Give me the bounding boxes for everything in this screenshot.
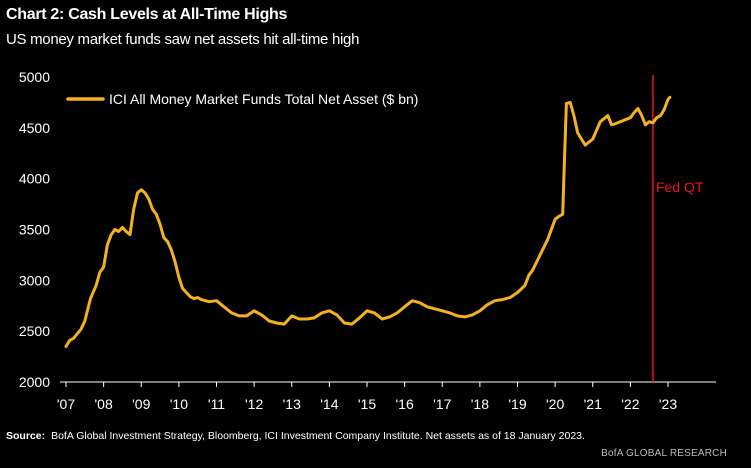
y-tick-label: 3000	[19, 272, 50, 288]
x-tick-label: '08	[95, 396, 113, 412]
x-tick-label: '22	[621, 396, 639, 412]
legend-label: ICI All Money Market Funds Total Net Ass…	[109, 91, 418, 107]
chart-subtitle: US money market funds saw net assets hit…	[6, 31, 360, 48]
fed-qt-label: Fed QT	[656, 179, 704, 195]
source-label: Source:	[6, 430, 46, 442]
x-tick-label: '14	[320, 396, 338, 412]
x-tick-label: '16	[396, 396, 414, 412]
chart-title: Chart 2: Cash Levels at All-Time Highs	[6, 6, 288, 23]
x-tick-label: '11	[208, 396, 225, 412]
y-tick-label: 2000	[19, 374, 50, 390]
series-line	[64, 95, 672, 348]
source-text: BofA Global Investment Strategy, Bloombe…	[51, 430, 585, 442]
x-tick-label: '17	[433, 396, 451, 412]
x-tick-label: '23	[659, 396, 677, 412]
y-tick-label: 4500	[19, 120, 50, 136]
y-tick-label: 5000	[19, 69, 50, 85]
source-note: Source: BofA Global Investment Strategy, …	[6, 430, 585, 442]
x-tick-label: '18	[471, 396, 489, 412]
y-tick-label: 4000	[19, 171, 50, 187]
y-tick-label: 2500	[19, 323, 50, 339]
brand-footer: BofA GLOBAL RESEARCH	[601, 448, 727, 459]
x-tick-label: '20	[546, 396, 564, 412]
x-tick-label: '07	[57, 396, 75, 412]
x-tick-label: '10	[170, 396, 188, 412]
x-tick-label: '21	[584, 396, 602, 412]
x-tick-label: '13	[283, 396, 301, 412]
x-tick-label: '15	[358, 396, 376, 412]
x-tick-label: '12	[245, 396, 263, 412]
x-tick-label: '09	[132, 396, 150, 412]
x-tick-label: '19	[508, 396, 526, 412]
y-tick-label: 3500	[19, 222, 50, 238]
